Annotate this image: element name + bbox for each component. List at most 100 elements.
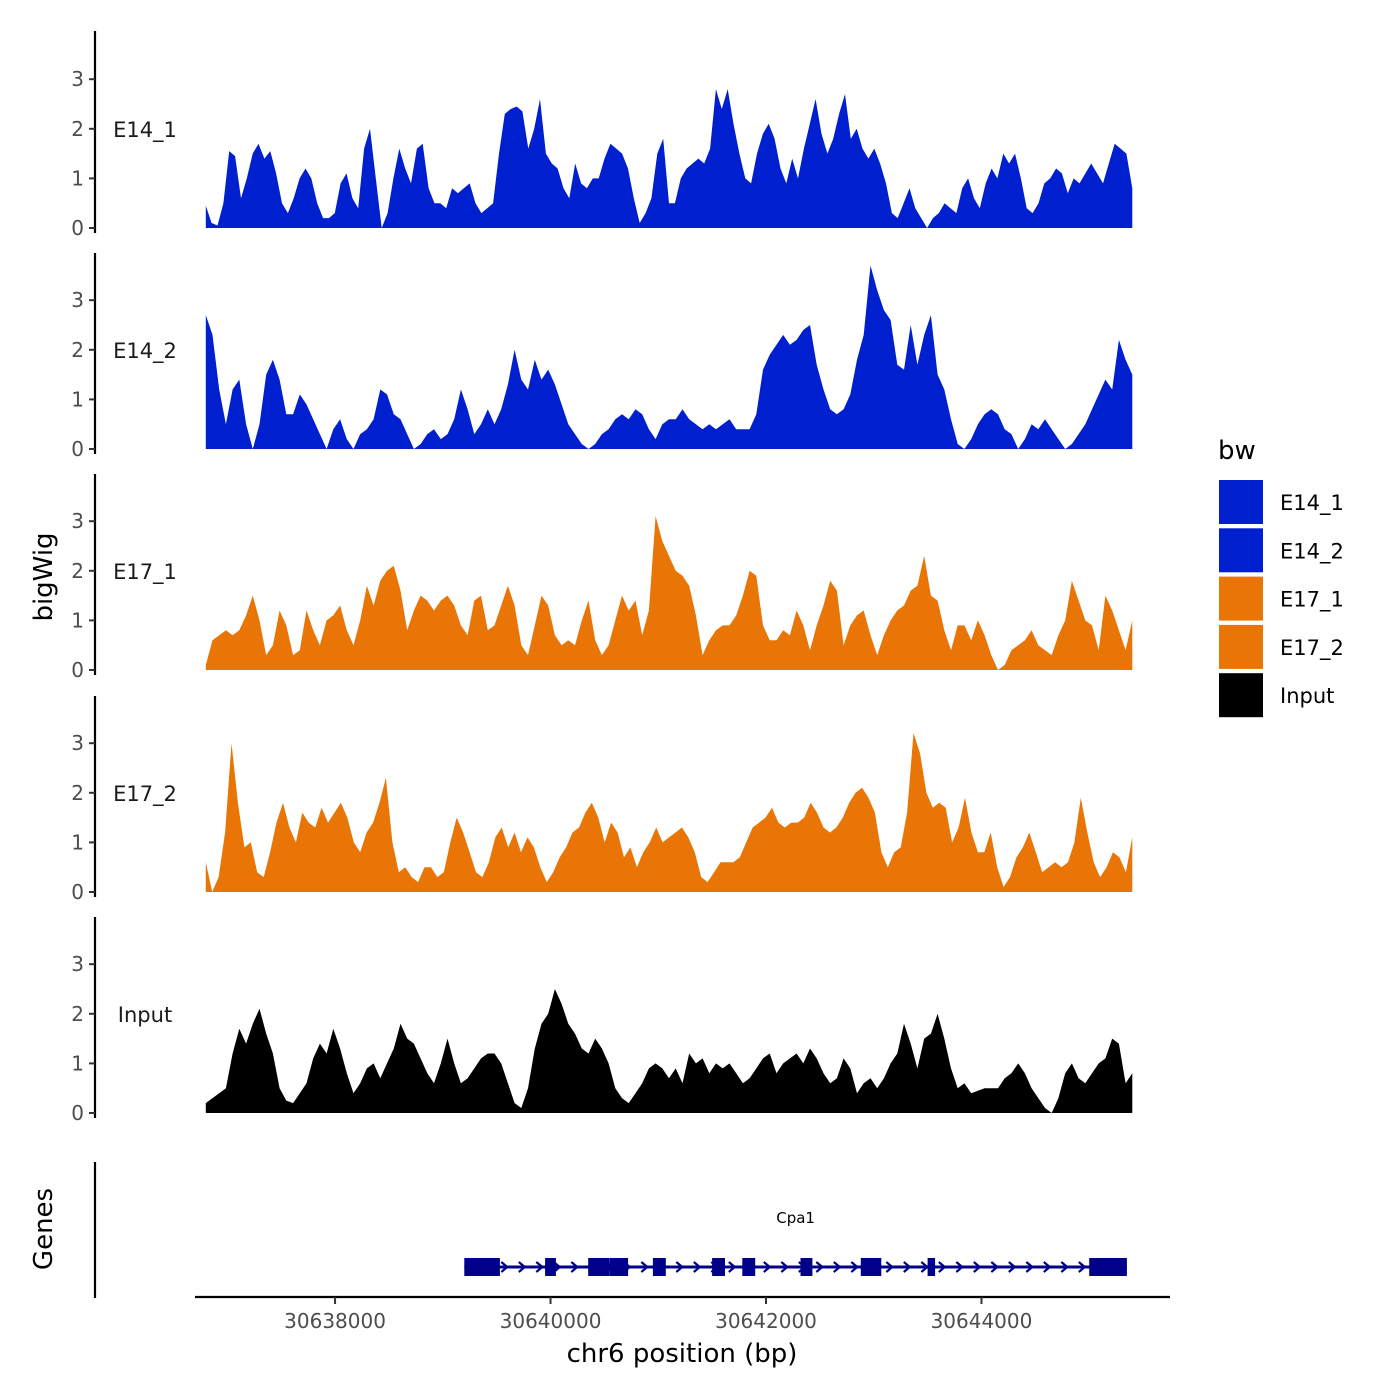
legend-swatch: [1219, 624, 1263, 669]
gene-exon: [712, 1258, 725, 1276]
y-tick-label: 0: [71, 658, 84, 682]
strand-arrow-icon: [815, 1261, 825, 1273]
track-E17_1: 0 1 2 3 E17_1: [71, 474, 1133, 682]
strand-arrow-icon: [833, 1261, 842, 1273]
strand-arrow-icon: [938, 1261, 947, 1273]
y-tick-label: 1: [71, 608, 84, 632]
signal-tracks: 0 1 2 3 E14_1 0 1 2 3 E14_2 0 1 2 3 E17_1 0 1 2 3 E17_2 0 1 2 3…: [71, 31, 1133, 1125]
track-label: E17_1: [113, 560, 177, 585]
strand-arrow-icon: [973, 1261, 982, 1273]
track-E14_1: 0 1 2 3 E14_1: [71, 31, 1133, 240]
strand-arrow-icon: [675, 1261, 685, 1273]
x-tick-label: 30642000: [715, 1309, 817, 1333]
legend-swatch: [1219, 576, 1263, 621]
legend-label: E17_1: [1280, 588, 1344, 613]
y-tick-label: 1: [71, 387, 84, 411]
track-label: Input: [118, 1003, 172, 1027]
strand-arrow-icon: [500, 1261, 510, 1273]
gene-exon: [588, 1258, 610, 1276]
y-tick-label: 3: [71, 67, 84, 91]
x-tick-label: 30638000: [284, 1309, 386, 1333]
signal-area-E17_2: [205, 733, 1133, 892]
legend-label: E17_2: [1280, 636, 1344, 661]
x-axis: 30638000 30640000 30642000 30644000 chr6 po…: [195, 1295, 1170, 1369]
strand-arrow-icon: [1060, 1261, 1070, 1273]
y-tick-label: 2: [71, 117, 84, 141]
strand-arrow-icon: [850, 1261, 860, 1273]
y-tick-label: 2: [71, 1002, 84, 1026]
gene-exon: [464, 1258, 500, 1276]
legend-item-E14_2: E14_2: [1219, 528, 1344, 573]
genes-panel: Genes Cpa1: [29, 1162, 1127, 1298]
strand-arrow-icon: [1043, 1261, 1052, 1273]
gene-exon: [609, 1258, 629, 1276]
strand-arrow-icon: [1008, 1261, 1017, 1273]
signal-area-Input: [205, 989, 1133, 1113]
track-label: E17_2: [113, 782, 177, 807]
strand-arrow-icon: [885, 1261, 895, 1273]
y-tick-label: 2: [71, 781, 84, 805]
track-label: E14_2: [113, 339, 177, 364]
strand-arrow-icon: [990, 1261, 1000, 1273]
gene-exon: [545, 1258, 556, 1276]
y-tick-label: 3: [71, 952, 84, 976]
y-tick-label: 3: [71, 731, 84, 755]
x-tick-label: 30640000: [500, 1309, 602, 1333]
strand-arrow-icon: [1078, 1261, 1087, 1273]
legend-title: bw: [1218, 436, 1256, 466]
signal-area-E17_1: [205, 516, 1133, 670]
strand-arrow-icon: [780, 1261, 790, 1273]
x-tick-label: 30644000: [931, 1309, 1033, 1333]
legend-swatch: [1219, 528, 1263, 573]
legend: bw E14_1 E14_2 E17_1 E17_2 Input: [1218, 436, 1344, 718]
legend-label: Input: [1280, 684, 1334, 708]
strand-arrow-icon: [693, 1261, 702, 1273]
gene-name-label: Cpa1: [776, 1209, 815, 1227]
y-tick-label: 0: [71, 437, 84, 461]
signal-area-E14_1: [205, 89, 1133, 228]
y-tick-label: 2: [71, 559, 84, 583]
gene-exon: [652, 1258, 666, 1276]
gene-exon: [927, 1258, 936, 1276]
signal-area-E14_2: [205, 265, 1133, 449]
legend-label: E14_1: [1280, 491, 1344, 516]
genes-axis-title: Genes: [29, 1188, 59, 1270]
y-tick-label: 2: [71, 338, 84, 362]
legend-item-E17_2: E17_2: [1219, 624, 1344, 669]
strand-arrow-icon: [535, 1261, 545, 1273]
legend-item-E17_1: E17_1: [1219, 576, 1344, 621]
y-tick-label: 0: [71, 1101, 84, 1125]
y-tick-label: 3: [71, 288, 84, 312]
gene-exon: [860, 1258, 882, 1276]
gene-exon: [800, 1258, 813, 1276]
strand-arrow-icon: [570, 1261, 580, 1273]
strand-arrow-icon: [955, 1261, 965, 1273]
legend-swatch: [1219, 673, 1263, 718]
track-label: E14_1: [113, 118, 177, 143]
x-axis-title: chr6 position (bp): [567, 1339, 798, 1369]
legend-item-E14_1: E14_1: [1219, 480, 1344, 524]
strand-arrow-icon: [903, 1261, 912, 1273]
legend-label: E14_2: [1280, 539, 1344, 564]
gene-exon: [742, 1258, 756, 1276]
track-E17_2: 0 1 2 3 E17_2: [71, 696, 1133, 904]
strand-arrow-icon: [1025, 1261, 1035, 1273]
y-tick-label: 1: [71, 166, 84, 190]
gene-model: [464, 1258, 1127, 1276]
x-axis-ticks: 30638000 30640000 30642000 30644000: [284, 1297, 1032, 1333]
gene-exon: [1089, 1258, 1127, 1276]
strand-arrow-icon: [640, 1261, 650, 1273]
strand-arrow-icon: [920, 1261, 930, 1273]
y-tick-label: 3: [71, 509, 84, 533]
legend-swatch: [1219, 480, 1263, 524]
y-axis-title: bigWig: [29, 532, 59, 621]
track-E14_2: 0 1 2 3 E14_2: [71, 253, 1133, 461]
strand-arrow-icon: [728, 1261, 737, 1273]
track-Input: 0 1 2 3 Input: [71, 917, 1133, 1125]
strand-arrow-icon: [518, 1261, 527, 1273]
y-tick-label: 0: [71, 216, 84, 240]
strand-arrow-icon: [763, 1261, 772, 1273]
y-tick-label: 1: [71, 830, 84, 854]
y-tick-label: 0: [71, 880, 84, 904]
